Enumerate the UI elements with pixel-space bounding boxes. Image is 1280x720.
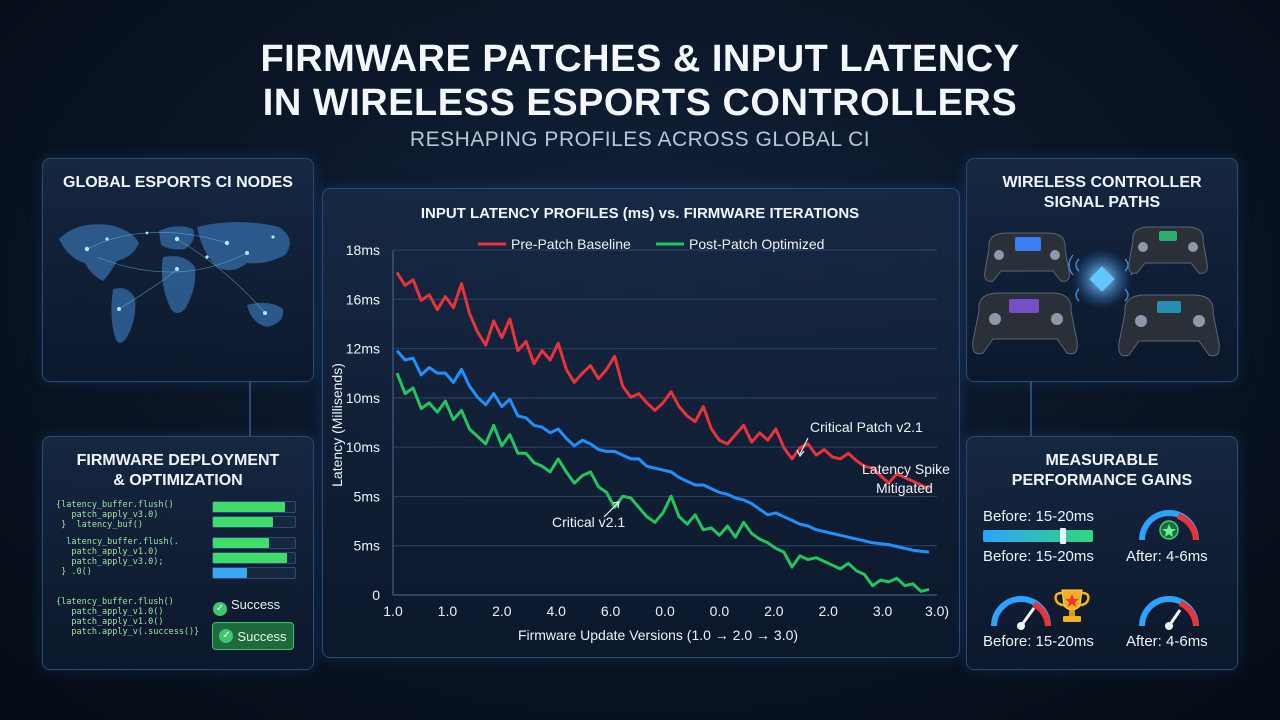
deploy-progress-bar xyxy=(212,537,296,549)
before-label: Before: 15-20ms xyxy=(983,548,1094,565)
deploy-progress-bar xyxy=(212,516,296,528)
after-label: After: 4-6ms xyxy=(1126,633,1208,650)
deploy-progress-bar xyxy=(212,567,296,579)
x-tick-label: 2.0 xyxy=(764,603,784,619)
y-tick-label: 18ms xyxy=(346,242,380,258)
chart-title: INPUT LATENCY PROFILES (ms) vs. FIRMWARE… xyxy=(421,205,859,222)
deployment-title-line-1: FIRMWARE DEPLOYMENT xyxy=(76,452,280,469)
speed-gauge-icon xyxy=(991,596,1051,630)
progress-fill xyxy=(213,517,273,527)
x-tick-label: 3.0) xyxy=(925,603,949,619)
signal-paths-title-line-2: SIGNAL PATHS xyxy=(1043,194,1161,211)
code-block-1: {latency_buffer.flush() patch_apply_v3.0… xyxy=(56,500,174,530)
x-tick-label: 2.0 xyxy=(492,603,512,619)
x-tick-label: 1.0 xyxy=(383,603,403,619)
annotation-arrowhead xyxy=(612,501,620,509)
global-nodes-title: GLOBAL ESPORTS CI NODES xyxy=(63,174,293,191)
y-tick-label: 0 xyxy=(372,587,380,603)
before-bar-marker xyxy=(1060,528,1066,544)
series-line-baseline xyxy=(395,349,930,554)
connector-left xyxy=(249,380,251,436)
annotation-critical-v21: Critical v2.1 xyxy=(552,514,625,530)
success-badge-label: Success xyxy=(237,628,287,644)
before-label: Before: 15-20ms xyxy=(983,508,1094,525)
speed-gauge-icon xyxy=(1139,596,1199,630)
legend-label-post-patch: Post-Patch Optimized xyxy=(689,236,824,252)
gains-title-line-1: MEASURABLE xyxy=(1045,452,1159,469)
connector-right xyxy=(1030,380,1032,436)
signal-paths-title-line-1: WIRELESS CONTROLLER xyxy=(1002,174,1202,191)
progress-fill xyxy=(213,502,286,512)
code-block-3: {latency_buffer.flush() patch_apply_v1.0… xyxy=(56,597,200,637)
progress-fill xyxy=(213,538,269,548)
controllers-signal-icon xyxy=(972,226,1220,357)
x-tick-label: 6.0 xyxy=(601,603,621,619)
annotation-arrow xyxy=(603,502,619,518)
progress-fill xyxy=(213,553,287,563)
y-tick-label: 10ms xyxy=(346,439,380,455)
x-tick-label: 0.0 xyxy=(710,603,730,619)
success-badge: ✓ Success xyxy=(212,622,294,650)
series-line-pre-patch-baseline xyxy=(395,271,930,491)
x-axis-label: Firmware Update Versions (1.0 → 2.0 → 3.… xyxy=(518,627,798,643)
world-map-icon xyxy=(59,222,290,343)
subtitle: RESHAPING PROFILES ACROSS GLOBAL CI xyxy=(409,128,871,151)
speed-gauge-icon xyxy=(1139,510,1199,541)
x-tick-label: 2.0 xyxy=(818,603,838,619)
chart-panel xyxy=(322,188,960,658)
success-text: Success xyxy=(231,597,281,612)
x-tick-label: 3.0 xyxy=(873,603,893,619)
success-badge-check-icon: ✓ xyxy=(219,629,234,643)
annotation-arrow xyxy=(799,437,809,455)
trophy-icon xyxy=(1054,589,1090,622)
success-check-icon: ✓ xyxy=(213,598,227,616)
code-block-2: latency_buffer.flush(. patch_apply_v1.0)… xyxy=(61,537,179,577)
before-label: Before: 15-20ms xyxy=(983,633,1094,650)
annotation-latency-spike: Latency Spike xyxy=(862,461,950,477)
x-tick-label: 4.0 xyxy=(546,603,566,619)
performance-gains-panel: MEASURABLE PERFORMANCE GAINS xyxy=(966,436,1238,670)
progress-fill xyxy=(213,568,248,578)
annotation-mitigated: Mitigated xyxy=(876,480,933,496)
global-nodes-panel: GLOBAL ESPORTS CI NODES xyxy=(42,158,314,382)
y-tick-label: 5ms xyxy=(354,488,380,504)
annotation-critical-patch: Critical Patch v2.1 xyxy=(810,419,923,435)
series-line-post-patch-optimized xyxy=(395,372,930,593)
deploy-progress-bar xyxy=(212,552,296,564)
annotation-arrowhead xyxy=(796,449,805,458)
y-tick-label: 5ms xyxy=(354,538,380,554)
signal-paths-panel: WIRELESS CONTROLLER SIGNAL PATHS xyxy=(966,158,1238,382)
main-title-line-1: FIRMWARE PATCHES & INPUT LATENCY xyxy=(260,38,1020,80)
x-tick-label: 1.0 xyxy=(438,603,458,619)
y-axis-label: Latency (Millisends) xyxy=(329,363,345,487)
legend-label-pre-patch: Pre-Patch Baseline xyxy=(511,236,631,252)
deploy-progress-bar xyxy=(212,501,296,513)
deployment-title-line-2: & OPTIMIZATION xyxy=(113,472,243,489)
x-tick-label: 0.0 xyxy=(655,603,675,619)
main-title-line-2: IN WIRELESS ESPORTS CONTROLLERS xyxy=(262,82,1018,124)
gains-title-line-2: PERFORMANCE GAINS xyxy=(1011,472,1193,489)
y-tick-label: 16ms xyxy=(346,291,380,307)
after-label: After: 4-6ms xyxy=(1126,548,1208,565)
y-tick-label: 10ms xyxy=(346,390,380,406)
y-tick-label: 12ms xyxy=(346,341,380,357)
